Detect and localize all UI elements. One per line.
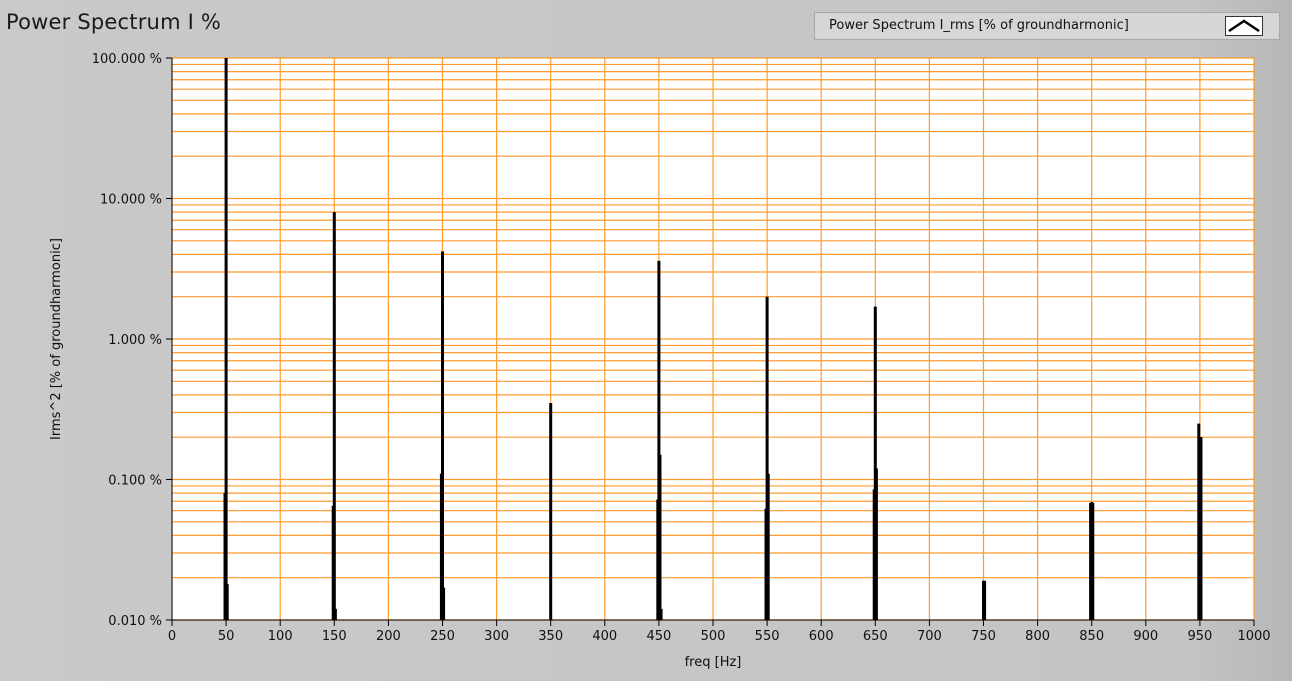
y-tick-label: 100.000 % (92, 52, 162, 67)
legend-label: Power Spectrum I_rms [% of groundharmoni… (829, 18, 1129, 33)
spectrum-bar (983, 580, 987, 620)
x-tick-label: 250 (430, 629, 455, 644)
x-axis-label: freq [Hz] (685, 655, 742, 670)
spectrum-bar (332, 212, 336, 621)
y-tick-label: 10.000 % (100, 193, 162, 208)
plot-legend[interactable]: Power Spectrum I_rms [% of groundharmoni… (814, 12, 1280, 40)
spectrum-bar (333, 608, 337, 620)
x-tick-label: 800 (1025, 629, 1050, 644)
spectrum-bar (766, 473, 770, 620)
x-tick-label: 900 (1133, 629, 1158, 644)
x-tick-label: 0 (168, 629, 176, 644)
x-tick-label: 100 (268, 629, 293, 644)
x-tick-label: 750 (971, 629, 996, 644)
y-tick-labels: 0.010 % 0.100 % 1.000 % 10.000 % 100.000 % (92, 52, 162, 629)
x-tick-label: 500 (701, 629, 726, 644)
x-tick-label: 150 (322, 629, 347, 644)
x-tick-label: 1000 (1237, 629, 1270, 644)
x-tick-label: 850 (1079, 629, 1104, 644)
x-tick-label: 400 (592, 629, 617, 644)
spectrum-bar (549, 403, 553, 620)
x-tick-label: 50 (218, 629, 235, 644)
x-tick-label: 200 (376, 629, 401, 644)
y-axis-label: Irms^2 [% of groundharmonic] (49, 238, 64, 440)
spectrum-bar (225, 584, 229, 620)
x-tick-label: 550 (755, 629, 780, 644)
spectrum-bar (873, 306, 877, 620)
spectrum-bars (223, 58, 1203, 621)
spectrum-bar (1091, 503, 1095, 620)
spectrum-bar (765, 296, 769, 620)
x-tick-label: 950 (1187, 629, 1212, 644)
spectrum-bar (1199, 437, 1203, 620)
spectrum-bar (657, 260, 661, 620)
y-tick-label: 0.100 % (108, 474, 162, 489)
x-tick-label: 450 (646, 629, 671, 644)
x-tick-labels: 0 50 100 150 200 250 300 350 400 450 500 550 600 650 7… (168, 629, 1271, 644)
y-tick-label: 1.000 % (108, 333, 162, 348)
panel-title: Power Spectrum I % (6, 10, 222, 34)
spectrum-bar (224, 58, 228, 620)
spectrum-bar (659, 608, 663, 620)
line-plot-icon[interactable] (1225, 16, 1263, 36)
spectrum-bar (658, 454, 662, 620)
y-tick-label: 0.010 % (108, 614, 162, 629)
x-tick-label: 600 (809, 629, 834, 644)
axes (166, 57, 1255, 626)
spectrum-bar (874, 468, 878, 620)
x-tick-label: 350 (538, 629, 563, 644)
spectrum-bar (442, 587, 446, 620)
x-tick-label: 650 (863, 629, 888, 644)
spectrum-bar (441, 251, 444, 620)
x-tick-label: 700 (917, 629, 942, 644)
x-tick-label: 300 (484, 629, 509, 644)
